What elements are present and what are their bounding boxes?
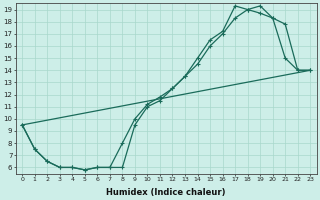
X-axis label: Humidex (Indice chaleur): Humidex (Indice chaleur) — [107, 188, 226, 197]
